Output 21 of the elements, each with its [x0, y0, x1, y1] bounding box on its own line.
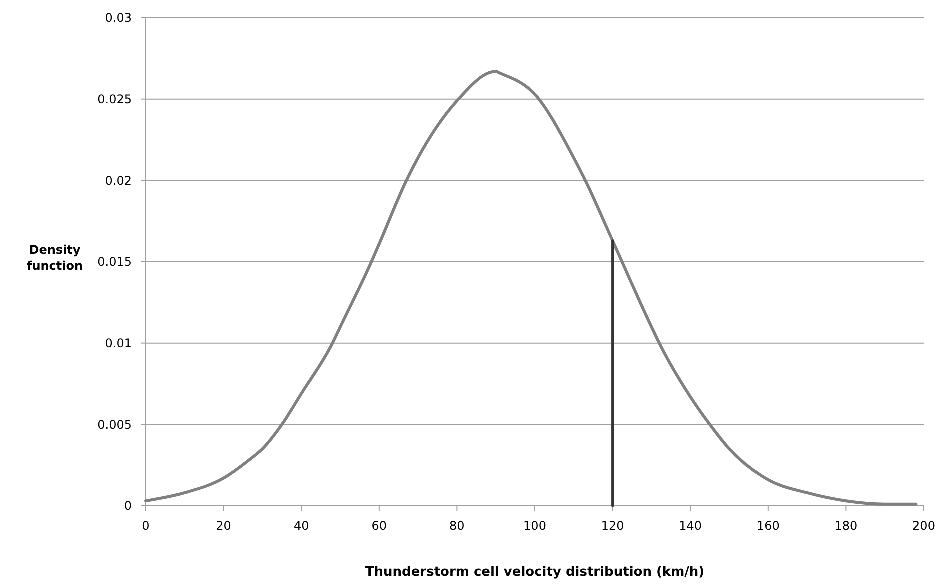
y-tick-label: 0.02	[105, 174, 132, 188]
x-tick-label: 60	[372, 519, 388, 533]
x-tick-label: 160	[756, 519, 780, 533]
x-tick-label: 140	[679, 519, 702, 533]
x-axis-title: Thunderstorm cell velocity distribution (km/h)	[365, 565, 705, 580]
y-tick-label: 0	[124, 499, 132, 514]
y-tick-label: 0.025	[98, 92, 132, 107]
x-tick-label: 40	[294, 519, 310, 533]
x-tick-label: 80	[450, 519, 465, 533]
x-tick-label: 180	[834, 519, 858, 533]
y-tick-label: 0.005	[98, 418, 132, 432]
y-tick-label: 0.03	[105, 11, 132, 26]
y-axis-title: Density function	[26, 243, 84, 273]
x-tick-label: 120	[601, 519, 624, 533]
x-tick-label: 20	[216, 519, 232, 533]
y-tick-label: 0.01	[105, 336, 132, 351]
x-tick-label: 0	[142, 519, 150, 533]
x-tick-label: 200	[912, 519, 936, 533]
x-tick-label: 100	[524, 519, 546, 533]
line-series	[144, 70, 918, 506]
y-tick-label: 0.015	[98, 255, 132, 270]
